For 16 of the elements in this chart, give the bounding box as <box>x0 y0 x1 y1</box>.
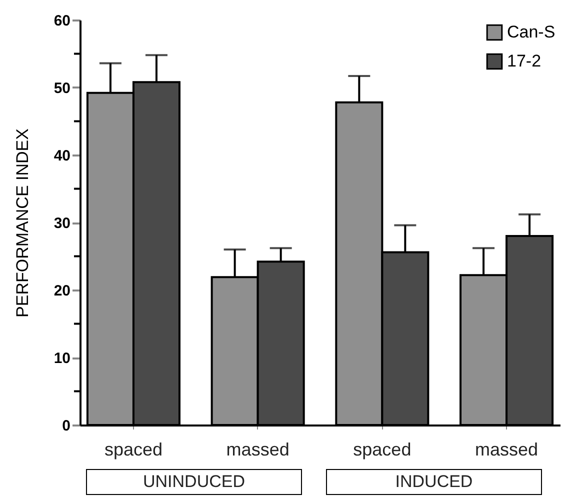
text: UNINDUCED <box>86 469 302 495</box>
text: INDUCED <box>326 469 542 495</box>
y-tick-label: 50 <box>54 80 70 97</box>
y-tick-label: 30 <box>54 215 70 232</box>
y-tick-label: 20 <box>54 282 70 300</box>
y-axis-title: PERFORMANCE INDEX <box>12 128 32 318</box>
x-tick-label: massed <box>226 440 290 460</box>
x-tick-label: spaced <box>104 440 162 460</box>
x-tick-label: spaced <box>353 440 412 460</box>
y-tick-label: 10 <box>54 350 70 367</box>
y-tick-label: 60 <box>54 12 70 30</box>
legend-label: 17-2 <box>507 52 542 70</box>
y-tick-label: 40 <box>54 148 70 164</box>
x-tick-label: massed <box>475 440 538 460</box>
y-tick-label: 0 <box>62 418 70 434</box>
legend-label: Can-S <box>507 22 556 42</box>
